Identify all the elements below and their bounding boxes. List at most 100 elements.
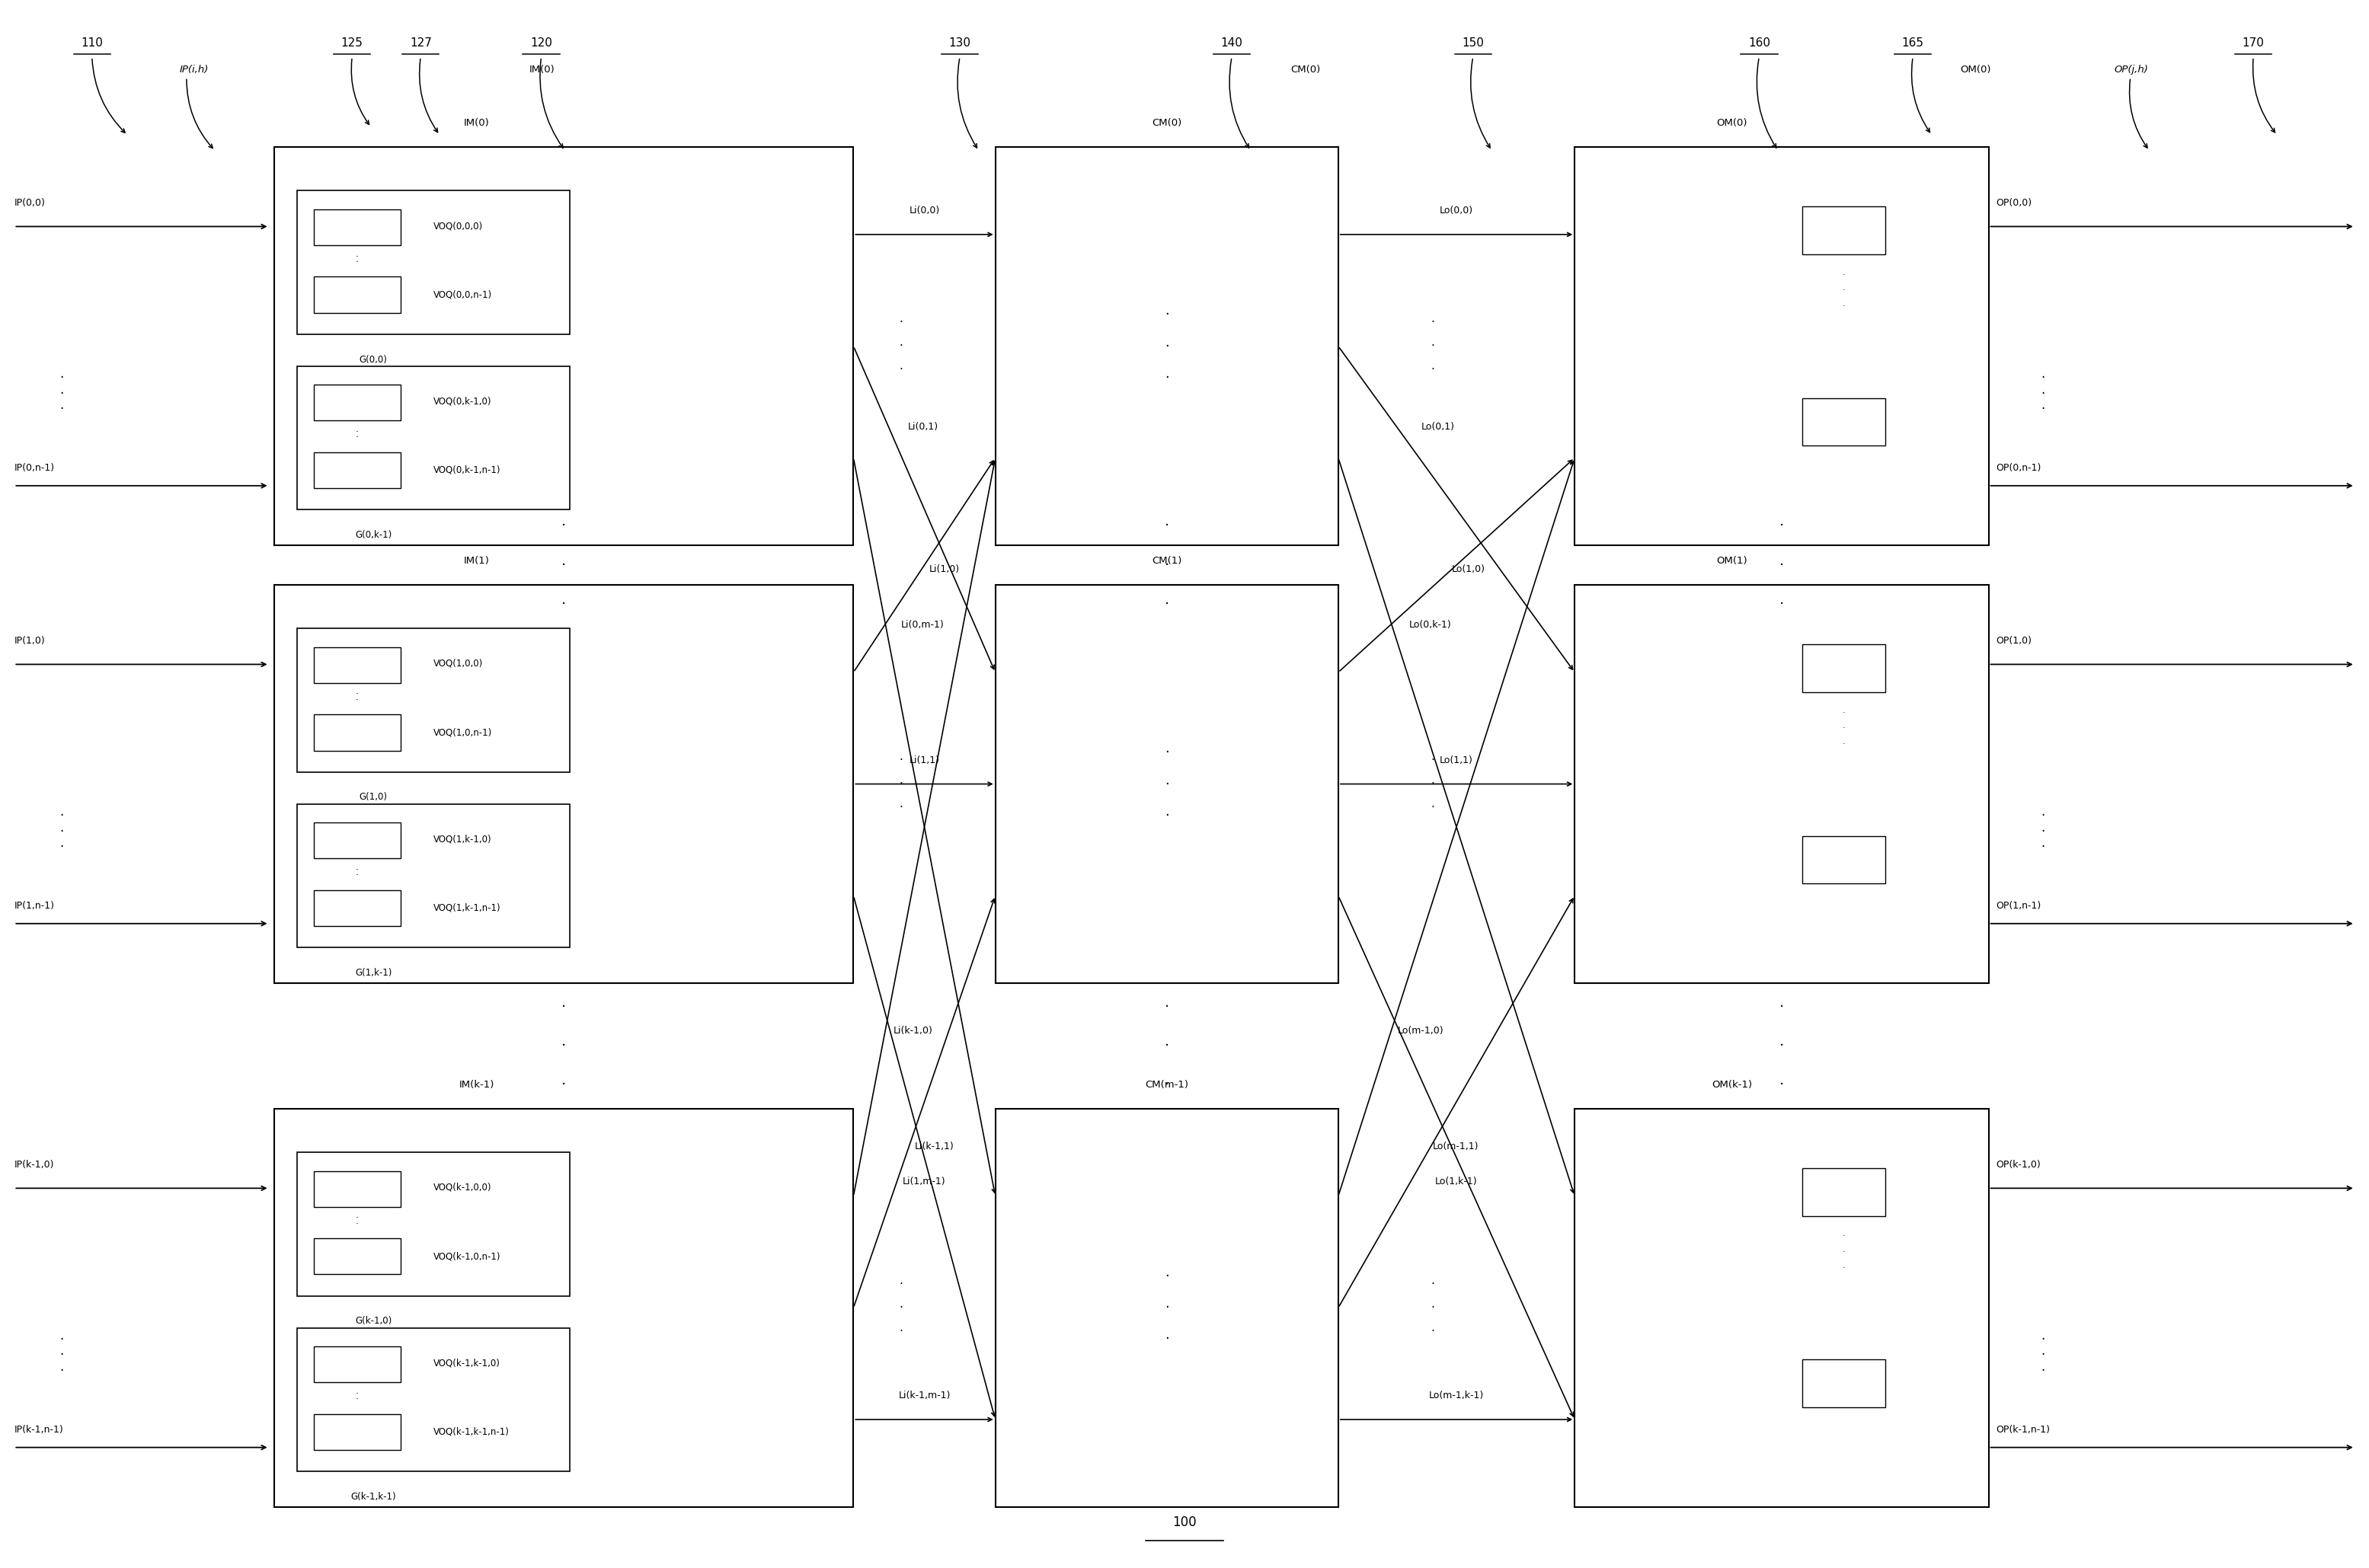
Text: G(k-1,k-1): G(k-1,k-1) [351, 1491, 396, 1502]
Bar [313, 1239, 400, 1275]
Text: VOQ(k-1,0,n-1): VOQ(k-1,0,n-1) [434, 1251, 500, 1261]
Text: ·: · [2042, 401, 2044, 416]
Text: ·: · [1431, 364, 1436, 375]
Text: VOQ(0,0,n-1): VOQ(0,0,n-1) [434, 290, 493, 299]
Text: ·: · [355, 690, 358, 699]
Text: G(0,0): G(0,0) [360, 354, 389, 364]
Text: ·: · [1166, 597, 1170, 612]
Text: ·: · [2042, 1364, 2044, 1378]
Text: CM(m-1): CM(m-1) [1144, 1080, 1189, 1090]
Text: G(1,0): G(1,0) [360, 792, 389, 803]
Text: ·: · [1843, 287, 1845, 295]
Text: ·: · [561, 1038, 566, 1054]
Text: IP(i,h): IP(i,h) [180, 64, 208, 75]
Text: OM(0): OM(0) [1959, 64, 1990, 75]
Text: Li(1,1): Li(1,1) [910, 756, 940, 765]
Text: G(0,k-1): G(0,k-1) [355, 530, 391, 539]
Bar [1575, 1109, 1988, 1507]
Text: VOQ(1,k-1,0): VOQ(1,k-1,0) [434, 834, 493, 844]
Text: ·: · [898, 340, 903, 351]
Bar [313, 648, 400, 684]
Text: Lo(m-1,k-1): Lo(m-1,k-1) [1429, 1391, 1483, 1400]
Text: OP(0,0): OP(0,0) [1995, 198, 2033, 207]
Text: OM(0): OM(0) [1718, 118, 1748, 129]
Text: Lo(m-1,1): Lo(m-1,1) [1433, 1142, 1478, 1151]
Text: ·: · [59, 1364, 64, 1378]
Text: 130: 130 [950, 38, 971, 49]
Text: IP(k-1,0): IP(k-1,0) [14, 1160, 54, 1170]
Text: ·: · [561, 558, 566, 572]
Text: ·: · [1166, 307, 1168, 321]
Text: 127: 127 [410, 38, 431, 49]
Text: ·: · [1431, 778, 1436, 790]
Text: VOQ(k-1,k-1,n-1): VOQ(k-1,k-1,n-1) [434, 1427, 509, 1436]
Text: ·: · [355, 257, 358, 268]
Text: ·: · [1779, 597, 1784, 612]
Bar [275, 1109, 853, 1507]
Text: IM(1): IM(1) [464, 557, 490, 566]
Text: ·: · [59, 1348, 64, 1363]
Text: ·: · [355, 870, 358, 881]
Text: ·: · [355, 433, 358, 442]
Bar [1803, 207, 1886, 254]
Bar [1575, 585, 1988, 983]
Text: ·: · [1431, 754, 1436, 767]
Text: ·: · [1166, 746, 1168, 759]
Text: ·: · [1431, 1278, 1436, 1290]
Text: Li(k-1,0): Li(k-1,0) [893, 1025, 933, 1036]
Text: ·: · [1166, 1038, 1170, 1054]
Text: VOQ(1,k-1,n-1): VOQ(1,k-1,n-1) [434, 903, 500, 913]
Text: ·: · [1779, 558, 1784, 572]
Text: ·: · [1166, 1000, 1170, 1014]
Text: ·: · [1431, 340, 1436, 351]
Text: ·: · [59, 825, 64, 837]
Text: G(1,k-1): G(1,k-1) [355, 967, 391, 978]
Text: ·: · [355, 252, 358, 262]
Text: ·: · [1779, 1077, 1784, 1093]
Text: ·: · [1779, 519, 1784, 533]
Text: 140: 140 [1220, 38, 1244, 49]
Text: ·: · [355, 1220, 358, 1229]
Text: 120: 120 [531, 38, 552, 49]
Text: 110: 110 [81, 38, 102, 49]
Text: ·: · [59, 387, 64, 400]
Text: ·: · [59, 1333, 64, 1347]
Text: ·: · [2042, 840, 2044, 853]
Text: IP(1,0): IP(1,0) [14, 635, 45, 646]
Text: ·: · [1843, 1248, 1845, 1256]
Bar [275, 147, 853, 546]
Text: Lo(0,0): Lo(0,0) [1440, 205, 1474, 216]
Text: OP(k-1,n-1): OP(k-1,n-1) [1995, 1425, 2049, 1435]
Text: Li(k-1,m-1): Li(k-1,m-1) [898, 1391, 950, 1400]
Bar [313, 1347, 400, 1383]
Bar [1803, 1359, 1886, 1408]
Text: 100: 100 [1173, 1515, 1196, 1529]
Text: 125: 125 [341, 38, 362, 49]
Text: ·: · [355, 1394, 358, 1405]
Text: ·: · [1779, 1038, 1784, 1054]
Text: ·: · [561, 597, 566, 612]
Text: ·: · [355, 1214, 358, 1223]
Bar [995, 1109, 1338, 1507]
Bar [1803, 644, 1886, 693]
Bar [296, 191, 569, 334]
Text: ·: · [1166, 778, 1168, 790]
Text: ·: · [59, 372, 64, 384]
Text: 160: 160 [1748, 38, 1770, 49]
Text: ·: · [1843, 709, 1845, 717]
Text: ·: · [898, 1278, 903, 1290]
Text: ·: · [2042, 387, 2044, 400]
Text: ·: · [2042, 372, 2044, 384]
Bar [995, 147, 1338, 546]
Bar [313, 1414, 400, 1450]
Text: CM(0): CM(0) [1291, 64, 1322, 75]
Text: IM(k-1): IM(k-1) [460, 1080, 495, 1090]
Text: ·: · [1431, 1301, 1436, 1314]
Text: ·: · [1843, 1232, 1845, 1240]
Text: ·: · [1779, 1000, 1784, 1014]
Text: OP(0,n-1): OP(0,n-1) [1995, 463, 2040, 474]
Text: ·: · [1843, 724, 1845, 732]
Text: IP(k-1,n-1): IP(k-1,n-1) [14, 1425, 64, 1435]
Bar [313, 278, 400, 312]
Text: Lo(0,1): Lo(0,1) [1421, 422, 1455, 431]
